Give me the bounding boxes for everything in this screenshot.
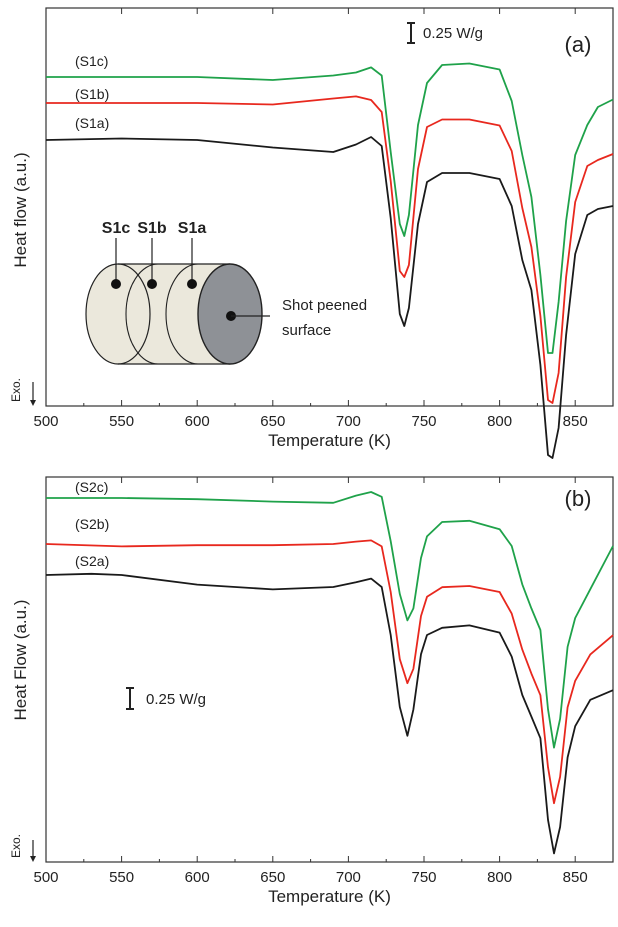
x-tick-label: 550 (109, 413, 134, 430)
series-label: (S1c) (75, 53, 108, 69)
series-line-2 (45, 572, 614, 855)
inset-label: S1c (102, 220, 131, 237)
inset-dot (187, 279, 197, 289)
x-axis-title: Temperature (K) (268, 887, 391, 906)
x-tick-label: 550 (109, 869, 134, 886)
y-axis-title: Heat Flow (a.u.) (11, 600, 30, 721)
x-tick-label: 650 (260, 869, 285, 886)
x-tick-label: 600 (185, 413, 210, 430)
x-tick-label: 650 (260, 413, 285, 430)
panel-tag: (b) (565, 486, 592, 511)
cylinder-division (165, 263, 199, 365)
inset-note: surface (282, 322, 331, 339)
exo-label: Exo. (9, 378, 23, 402)
panel-a: 500 550 600 650 700 750 800 850 Temperature (K) H… (9, 7, 614, 459)
series-line-1 (46, 95, 614, 404)
series-line-1 (45, 539, 614, 805)
x-tick-label: 800 (487, 869, 512, 886)
exo-arrow-head (30, 400, 36, 406)
plot-frame (45, 476, 614, 863)
series-line-2 (45, 136, 614, 459)
inset-note: Shot peened (282, 297, 367, 314)
x-tick-label: 750 (411, 413, 436, 430)
panel-tag: (a) (565, 32, 592, 57)
exo-label: Exo. (9, 834, 23, 858)
x-tick-label: 700 (336, 869, 361, 886)
series-line-0 (46, 491, 614, 749)
series-label: (S2c) (75, 479, 108, 495)
x-tick-label: 800 (487, 413, 512, 430)
series-label: (S1a) (75, 115, 109, 131)
series-line-0 (46, 62, 614, 354)
inset-dot (111, 279, 121, 289)
panel-b: 500 550 600 650 700 750 800 850 Temperature (K) H… (9, 476, 614, 906)
inset-label: S1a (178, 220, 207, 237)
series-label: (S2b) (75, 516, 109, 532)
inset-dot (147, 279, 157, 289)
x-tick-label: 750 (411, 869, 436, 886)
cylinder-back-end (85, 263, 151, 365)
x-axis-title: Temperature (K) (268, 431, 391, 450)
x-tick-label: 500 (33, 869, 58, 886)
x-tick-label: 600 (185, 869, 210, 886)
sample-inset: S1c S1b S1a Shot peened surface (85, 220, 367, 365)
series-label: (S1b) (75, 86, 109, 102)
cylinder-division (125, 263, 159, 365)
series-label: (S2a) (75, 553, 109, 569)
inset-label: S1b (137, 220, 167, 237)
exo-arrow-head (30, 856, 36, 862)
x-tick-label: 700 (336, 413, 361, 430)
x-tick-label: 500 (33, 413, 58, 430)
scale-bar-label: 0.25 W/g (423, 25, 483, 42)
plot-frame (45, 7, 614, 407)
y-axis-title: Heat flow (a.u.) (11, 152, 30, 267)
x-tick-label: 850 (563, 413, 588, 430)
scale-bar-label: 0.25 W/g (146, 691, 206, 708)
x-tick-label: 850 (563, 869, 588, 886)
